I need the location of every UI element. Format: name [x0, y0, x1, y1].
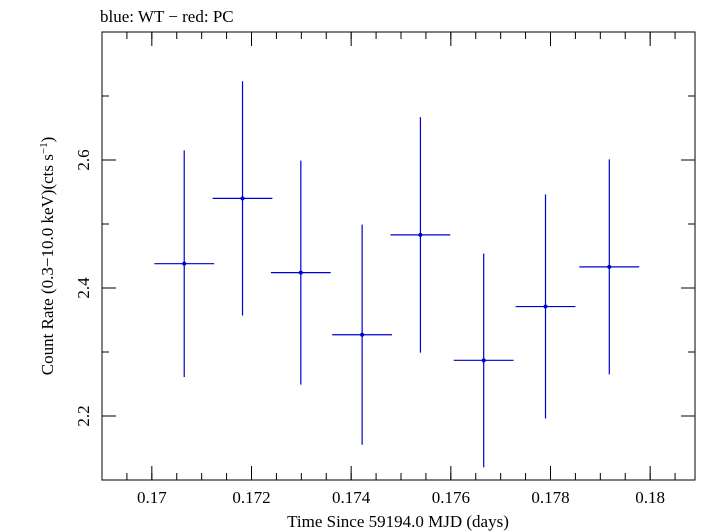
- data-marker: [182, 261, 187, 266]
- data-point: [332, 224, 393, 445]
- data-point: [154, 150, 215, 377]
- tick-labels: 0.17 0.172 0.174 0.176 0.178 0.18 2.2 2.4 2.6: [74, 149, 665, 507]
- data-point: [579, 159, 640, 375]
- x-tick-label: 0.174: [332, 488, 371, 507]
- data-marker: [543, 304, 548, 309]
- data-points: [154, 81, 640, 468]
- y-tick-label: 2.6: [74, 149, 93, 170]
- chart-title: blue: WT − red: PC: [100, 7, 234, 26]
- data-marker: [607, 264, 612, 269]
- x-tick-label: 0.18: [635, 488, 665, 507]
- plot-frame: [101, 31, 696, 481]
- x-tick-label: 0.178: [531, 488, 569, 507]
- axis-ticks: [101, 31, 695, 481]
- y-tick-label: 2.2: [74, 405, 93, 426]
- data-point: [212, 81, 273, 316]
- data-point: [453, 253, 514, 468]
- data-marker: [298, 270, 303, 275]
- data-point: [270, 160, 331, 385]
- y-axis-label-main: Count Rate (0.3−10.0 keV)(cts s: [38, 154, 57, 375]
- data-marker: [418, 232, 423, 237]
- x-tick-label: 0.17: [137, 488, 167, 507]
- data-marker: [360, 332, 365, 337]
- x-tick-label: 0.176: [432, 488, 470, 507]
- data-point: [390, 117, 451, 353]
- y-tick-label: 2.4: [74, 277, 93, 299]
- data-point: [515, 194, 576, 419]
- x-tick-label: 0.172: [232, 488, 270, 507]
- data-marker: [240, 196, 245, 201]
- x-axis-label: Time Since 59194.0 MJD (days): [287, 512, 509, 531]
- data-marker: [481, 358, 486, 363]
- y-axis-label-sup: −1: [38, 142, 50, 154]
- y-axis-label: Count Rate (0.3−10.0 keV)(cts s−1): [38, 137, 57, 376]
- y-axis-label-end: ): [38, 137, 57, 143]
